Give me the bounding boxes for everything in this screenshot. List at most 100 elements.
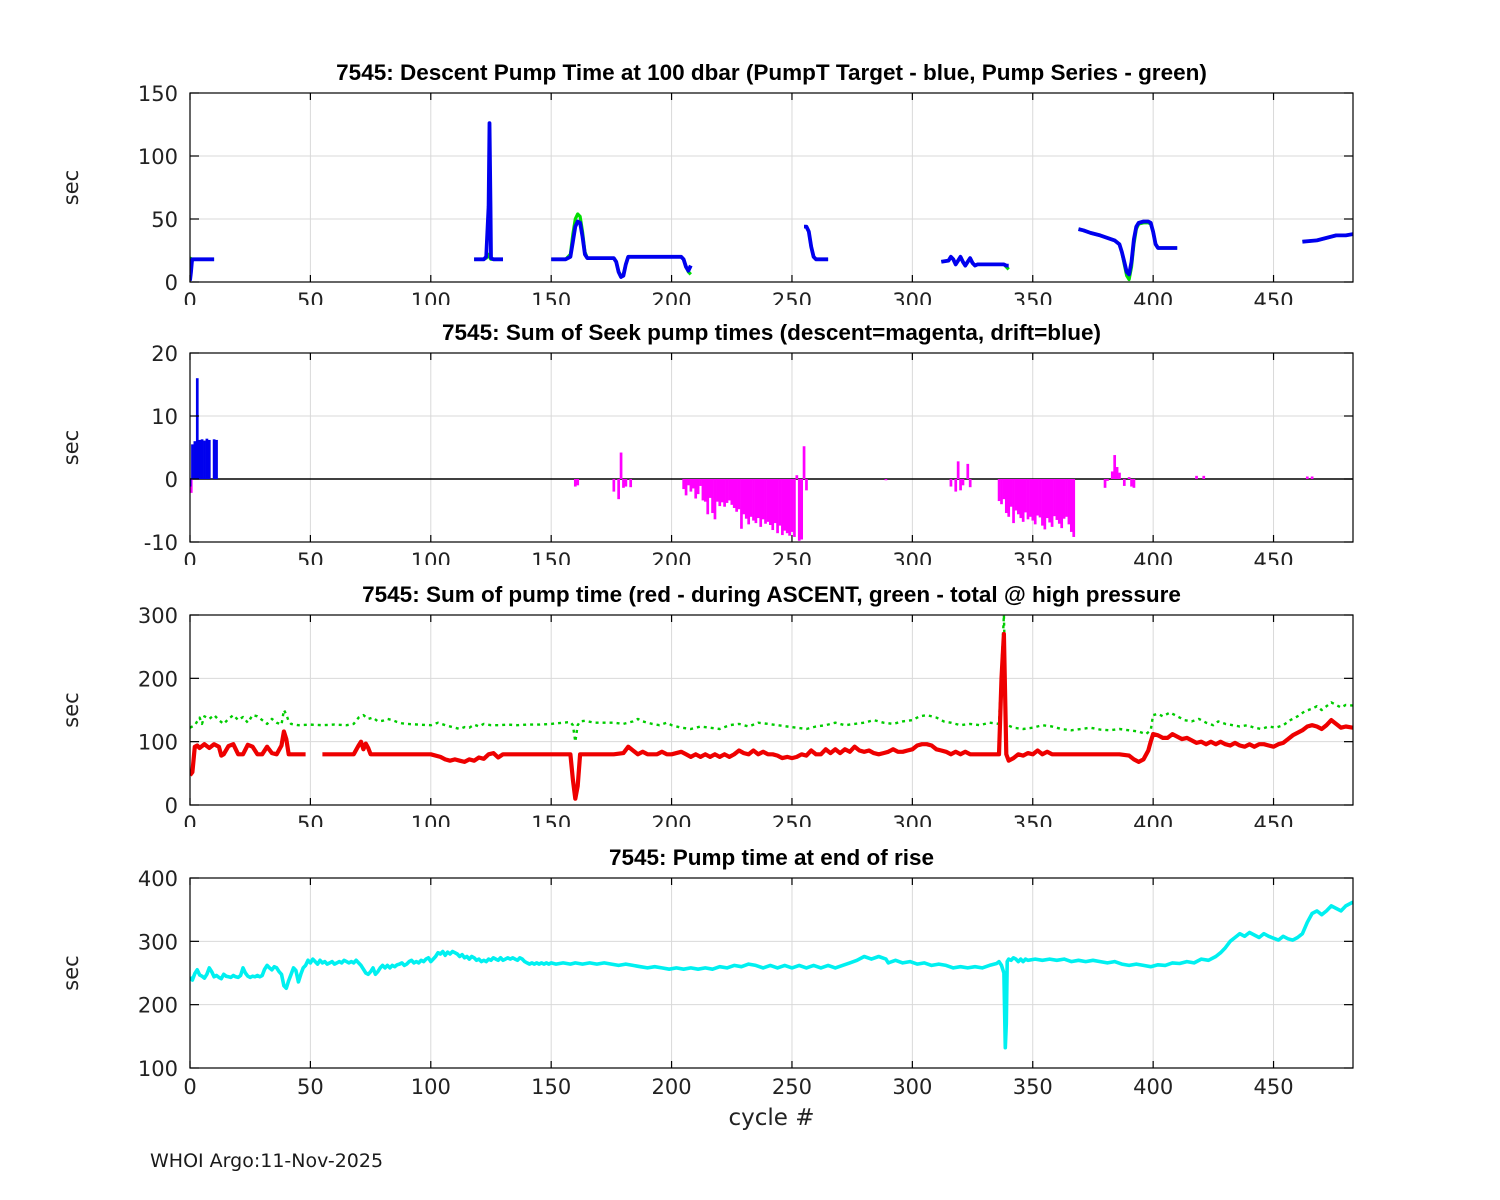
x-tick-label: 300 (892, 549, 932, 565)
y-tick-label: 10 (151, 405, 178, 429)
bar-descent (691, 479, 695, 489)
bar-descent (1113, 455, 1117, 479)
bar-descent (747, 479, 751, 525)
panel-seek-pump-times: 7545: Sum of Seek pump times (descent=ma… (0, 315, 1500, 573)
bar-descent (783, 479, 787, 531)
x-tick-label: 50 (297, 549, 324, 565)
panel-title: 7545: Pump time at end of rise (609, 845, 934, 870)
bar-descent (790, 479, 794, 532)
bar-descent (1062, 479, 1066, 519)
y-tick-label: 0 (165, 794, 178, 818)
bar-descent (728, 479, 731, 501)
plot-area (190, 900, 1353, 1050)
bar-descent (1067, 479, 1071, 525)
bar-descent (703, 479, 707, 502)
bar-descent (1017, 479, 1020, 515)
bar-descent (706, 479, 710, 515)
bar-drift (205, 438, 209, 479)
x-tick-label: 200 (652, 549, 692, 565)
y-axis-label: sec (59, 955, 83, 990)
x-tick-label: 0 (183, 812, 196, 827)
x-tick-label: 250 (772, 812, 812, 827)
axis-box (189, 352, 1354, 543)
bar-descent (629, 479, 633, 488)
bar-descent (730, 479, 734, 505)
panel-seek-pump-times-svg: 7545: Sum of Seek pump times (descent=ma… (59, 320, 1354, 573)
x-tick-label: 100 (411, 1075, 451, 1099)
bar-drift (198, 439, 202, 479)
bar-descent (776, 479, 779, 534)
y-tick-label: 20 (151, 342, 178, 366)
bar-descent (1132, 479, 1136, 488)
series-line (551, 219, 693, 279)
series-line (804, 224, 829, 262)
y-tick-label: 100 (138, 1057, 178, 1081)
panel-title: 7545: Sum of pump time (red - during ASC… (362, 582, 1181, 607)
bar-descent (1103, 479, 1107, 488)
y-tick-label: 0 (165, 468, 178, 492)
bar-descent (1055, 479, 1059, 520)
y-tick-label: 200 (138, 667, 178, 691)
x-tick-label: 100 (411, 549, 451, 565)
bar-drift (190, 479, 192, 487)
x-tick-label: 200 (652, 289, 692, 305)
bar-descent (1072, 479, 1076, 537)
bar-descent (771, 479, 775, 531)
bar-descent (754, 479, 758, 524)
bar-descent (723, 479, 726, 507)
y-tick-label: 50 (151, 208, 178, 232)
bar-descent (954, 479, 958, 492)
x-tick-label: 0 (183, 289, 196, 305)
bar-descent (1057, 479, 1061, 524)
bar-descent (1014, 479, 1018, 511)
bar-drift (207, 439, 211, 479)
bar-descent (1118, 472, 1121, 479)
bar-descent (1060, 479, 1064, 529)
series-line (190, 729, 306, 777)
bar-descent (1048, 479, 1052, 523)
y-tick-label: 100 (138, 145, 178, 169)
bar-descent (759, 479, 763, 527)
bar-descent (617, 479, 621, 500)
x-tick-label: 50 (297, 1075, 324, 1099)
bar-descent (752, 479, 755, 521)
x-tick-label: 450 (1253, 812, 1293, 827)
y-tick-label: 150 (138, 82, 178, 106)
x-tick-label: 50 (297, 812, 324, 827)
bar-descent (1110, 471, 1114, 479)
bar-descent (701, 479, 705, 501)
bar-descent (732, 479, 736, 508)
y-tick-label: 0 (165, 271, 178, 295)
x-tick-label: 50 (297, 289, 324, 305)
bar-descent (997, 479, 1001, 502)
bar-descent (1000, 479, 1003, 505)
bar-descent (624, 479, 628, 487)
bar-drift (200, 439, 204, 479)
bar-descent (716, 479, 719, 502)
x-tick-label: 450 (1253, 549, 1293, 565)
bar-descent (797, 479, 801, 541)
bar-drift (195, 378, 199, 479)
x-tick-label: 250 (772, 1075, 812, 1099)
bar-descent (793, 479, 796, 537)
bar-descent (689, 479, 693, 492)
bar-descent (744, 479, 748, 519)
bar-descent (766, 479, 770, 522)
bar-descent (1065, 479, 1068, 517)
bar-descent (966, 463, 970, 479)
figure-footer: WHOI Argo:11-Nov-2025 (150, 1150, 384, 1172)
bar-descent (802, 446, 806, 479)
bar-drift (203, 440, 206, 479)
plot-area (190, 378, 1353, 541)
x-tick-label: 400 (1133, 1075, 1173, 1099)
series-line (322, 631, 1353, 801)
bar-descent (1127, 477, 1131, 479)
series-line (940, 254, 1009, 268)
x-tick-label: 450 (1253, 1075, 1293, 1099)
bar-descent (800, 479, 803, 540)
bar-descent (785, 479, 789, 534)
bar-descent (1026, 479, 1030, 520)
plot-area (190, 613, 1353, 801)
bar-descent (1310, 476, 1314, 479)
bar-descent (764, 479, 767, 524)
